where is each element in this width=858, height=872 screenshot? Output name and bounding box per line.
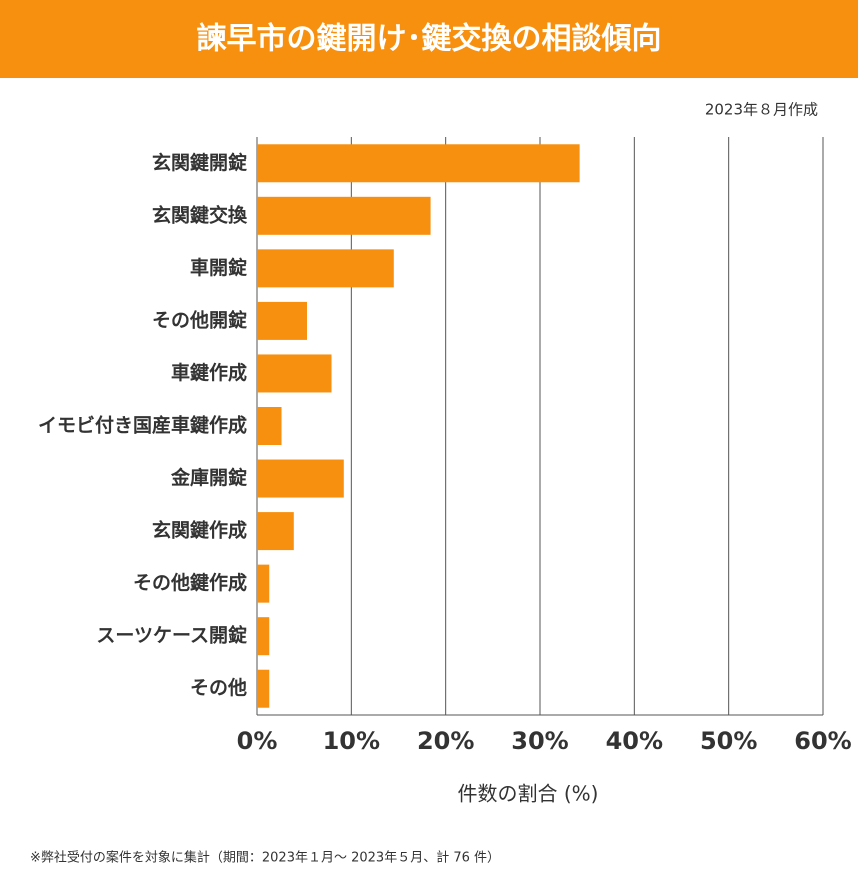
y-tick-label: その他開錠 [152,308,247,331]
bar [257,564,270,603]
y-tick-label: 車鍵作成 [171,361,247,384]
x-tick-label: 40% [606,727,663,755]
bar [257,301,307,340]
title-banner [0,0,858,78]
bar [257,512,294,551]
bar [257,617,270,656]
y-tick-label: 玄関鍵開錠 [152,151,247,174]
y-tick-label: 玄関鍵交換 [152,203,248,226]
y-tick-label: スーツケース開錠 [96,624,247,647]
bar [257,407,282,445]
y-tick-label: その他 [190,676,247,699]
bar [257,669,270,708]
y-tick-label: 車開錠 [190,256,247,279]
note: 2023年８月作成 [705,101,818,119]
bar [257,144,580,183]
x-tick-label: 30% [511,727,568,755]
bar [257,459,344,498]
x-tick-label: 60% [794,727,851,755]
chart-title: 諫早市の鍵開け･鍵交換の相談傾向 [197,22,662,57]
footnote: ※弊社受付の案件を対象に集計（期間：2023年１月～ 2023年５月、計 76 … [30,850,500,866]
y-tick-label: 金庫開錠 [170,466,247,489]
x-axis-label: 件数の割合 (%) [458,782,599,806]
y-tick-label: イモビ付き国産車鍵作成 [38,414,247,437]
y-tick-label: 玄関鍵作成 [152,519,247,542]
x-tick-label: 50% [700,727,757,755]
y-tick-label: その他鍵作成 [133,571,247,594]
bar [257,196,431,235]
bar [257,249,394,288]
x-tick-label: 20% [417,727,474,755]
x-tick-label: 10% [323,727,380,755]
x-tick-label: 0% [237,727,278,755]
bar [257,354,332,393]
